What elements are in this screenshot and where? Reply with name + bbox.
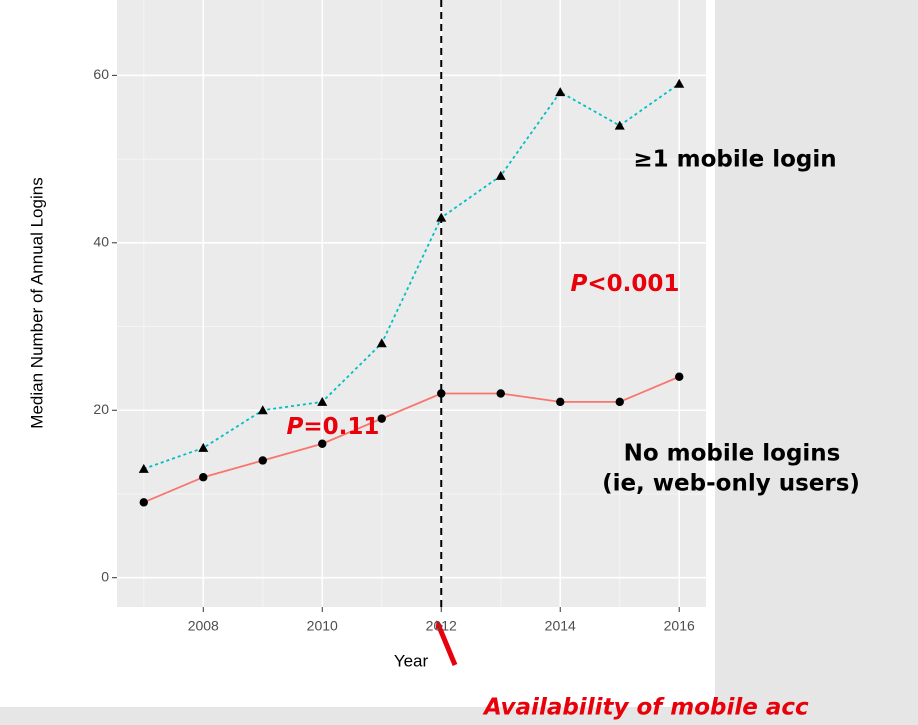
series-line [143, 82, 680, 470]
p-text: <0.001 [587, 271, 679, 297]
y-axis-title: Median Number of Annual Logins [27, 177, 46, 428]
arrow [435, 620, 458, 666]
point [615, 397, 624, 407]
point [614, 120, 625, 130]
point [495, 170, 506, 180]
plot-panel [117, 0, 706, 607]
point [555, 87, 566, 97]
point [257, 405, 268, 415]
y-tick-label: 60 [93, 66, 109, 82]
point [437, 389, 446, 398]
x-tick-label: 2014 [545, 618, 576, 634]
annotation: Availability of mobile acc [482, 695, 809, 721]
point [496, 389, 505, 398]
x-axis-title: Year [394, 651, 429, 670]
point [139, 498, 148, 507]
point [674, 78, 685, 88]
series-label: No mobile logins [624, 441, 841, 467]
x-tick-label: 2012 [426, 618, 457, 634]
x-tick-label: 2016 [664, 618, 695, 634]
point [317, 396, 328, 406]
point [198, 442, 209, 452]
series-label-note: (ie, web-only users) [602, 471, 860, 497]
point [675, 372, 684, 381]
y-tick-label: 20 [93, 401, 109, 417]
series-line [143, 375, 680, 504]
point [258, 456, 267, 465]
p-value: P=0.11 [287, 414, 380, 440]
point [199, 473, 208, 482]
point [436, 212, 447, 222]
point [377, 414, 386, 423]
point [556, 397, 565, 407]
p-symbol: P [287, 414, 304, 440]
point [138, 463, 149, 473]
point [376, 338, 387, 348]
x-tick-label: 2010 [307, 618, 338, 634]
p-value: P<0.001 [571, 271, 680, 297]
point [318, 439, 327, 448]
p-text: =0.11 [303, 414, 379, 440]
y-tick-label: 40 [93, 234, 109, 250]
p-symbol: P [571, 271, 588, 297]
y-tick-label: 0 [101, 568, 109, 584]
series-label: ≥1 mobile login [633, 147, 836, 173]
x-tick-label: 2008 [188, 618, 219, 634]
